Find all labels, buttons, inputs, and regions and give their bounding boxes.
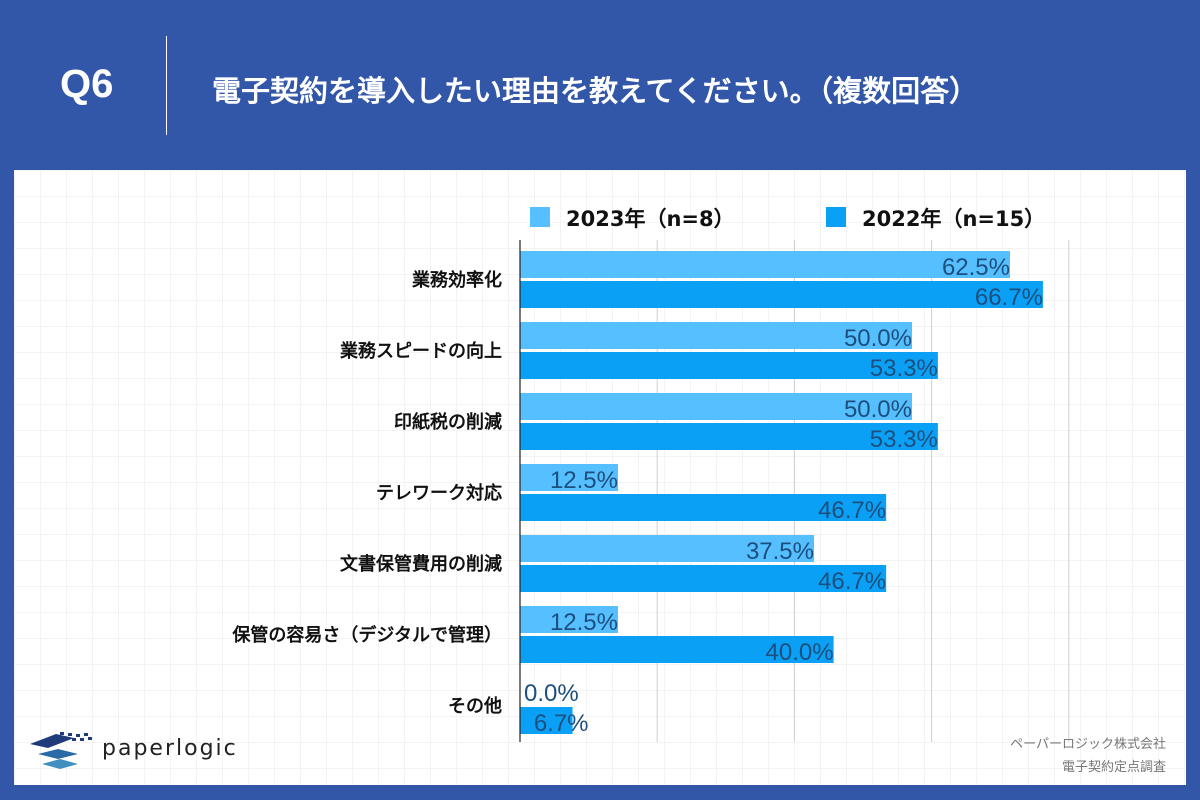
bar	[520, 464, 618, 491]
brand-name: paperlogic	[102, 736, 238, 761]
paperlogic-logo-icon	[30, 732, 92, 769]
survey-credit: 電子契約定点調査	[1061, 760, 1166, 775]
legend-swatch	[826, 207, 846, 227]
legend-swatch	[530, 207, 550, 227]
company-credit: ペーパーロジック株式会社	[1010, 737, 1166, 752]
bar	[520, 251, 1010, 278]
bar	[520, 352, 938, 379]
category-label: 文書保管費用の削減	[340, 553, 502, 575]
data-label: 53.3%	[870, 426, 938, 453]
data-label: 66.7%	[975, 284, 1043, 311]
question-number: Q6	[60, 62, 114, 106]
bar	[520, 423, 938, 450]
bar	[520, 565, 887, 592]
header-divider	[166, 36, 167, 135]
category-label: 業務スピードの向上	[339, 340, 502, 362]
legend-label: 2022年（n=15）	[862, 207, 1045, 231]
legend-label: 2023年（n=8）	[566, 207, 735, 231]
data-label: 37.5%	[746, 538, 814, 565]
data-label: 46.7%	[818, 568, 886, 595]
data-label: 62.5%	[942, 254, 1010, 281]
data-label: 6.7%	[534, 710, 589, 737]
category-label: テレワーク対応	[376, 482, 502, 504]
data-label: 12.5%	[550, 467, 618, 494]
data-label: 0.0%	[524, 680, 579, 707]
bar	[520, 393, 912, 420]
data-label: 53.3%	[870, 355, 938, 382]
bar	[520, 494, 887, 521]
category-label: 業務効率化	[411, 269, 502, 291]
bar	[520, 606, 618, 633]
category-label: 保管の容易さ（デジタルで管理）	[231, 624, 502, 646]
question-title: 電子契約を導入したい理由を教えてください。（複数回答）	[212, 74, 979, 108]
bar	[520, 535, 814, 562]
data-label: 50.0%	[844, 325, 912, 352]
category-label: 印紙税の削減	[394, 411, 502, 433]
bar	[520, 322, 912, 349]
data-label: 46.7%	[818, 497, 886, 524]
category-label: その他	[448, 695, 502, 717]
data-label: 40.0%	[766, 639, 834, 666]
bar	[520, 707, 573, 734]
data-label: 12.5%	[550, 609, 618, 636]
data-label: 50.0%	[844, 396, 912, 423]
bar	[520, 281, 1043, 308]
bar	[520, 636, 834, 663]
